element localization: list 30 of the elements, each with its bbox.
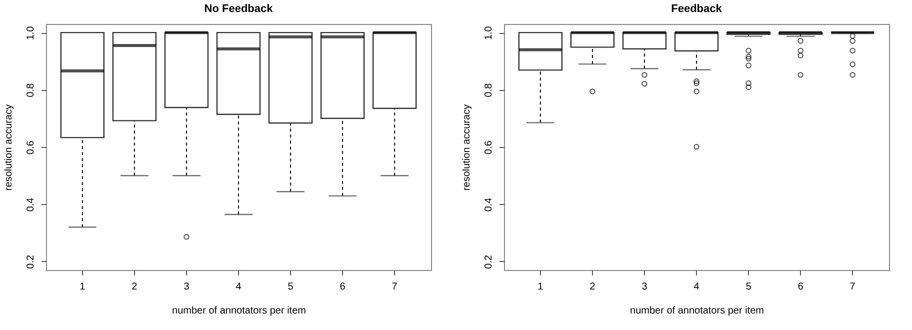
x-tick-label: 3 [184,282,190,292]
x-tick-label: 7 [850,282,856,292]
x-tick-label: 6 [798,282,804,292]
x-tick-label: 7 [392,282,398,292]
y-tick-label: 0.2 [26,254,36,269]
x-axis-title: number of annotators per item [172,306,306,316]
x-tick-label: 4 [236,282,242,292]
y-tick-label: 0.6 [26,140,36,154]
x-tick-label: 1 [80,282,86,292]
x-tick-label: 3 [642,282,648,292]
chart-title: No Feedback [204,3,274,15]
x-tick-label: 5 [746,282,752,292]
x-tick-label: 2 [132,282,138,292]
y-tick-label: 1.0 [26,26,36,40]
y-tick-label: 0.4 [484,197,494,212]
y-tick-label: 0.6 [484,140,494,154]
x-axis-title: number of annotators per item [630,306,764,316]
x-tick-label: 1 [538,282,544,292]
y-axis-title: resolution accuracy [462,104,472,191]
y-tick-label: 0.4 [26,197,36,212]
y-tick-label: 0.8 [484,82,494,98]
x-tick-label: 6 [340,282,346,292]
y-tick-label: 0.8 [26,82,36,98]
chart-title: Feedback [671,3,723,15]
x-tick-label: 4 [694,282,700,292]
x-tick-label: 5 [288,282,294,292]
y-tick-label: 1.0 [484,26,494,40]
x-tick-label: 2 [590,282,596,292]
y-tick-label: 0.2 [484,254,494,269]
y-axis-title: resolution accuracy [4,104,14,191]
